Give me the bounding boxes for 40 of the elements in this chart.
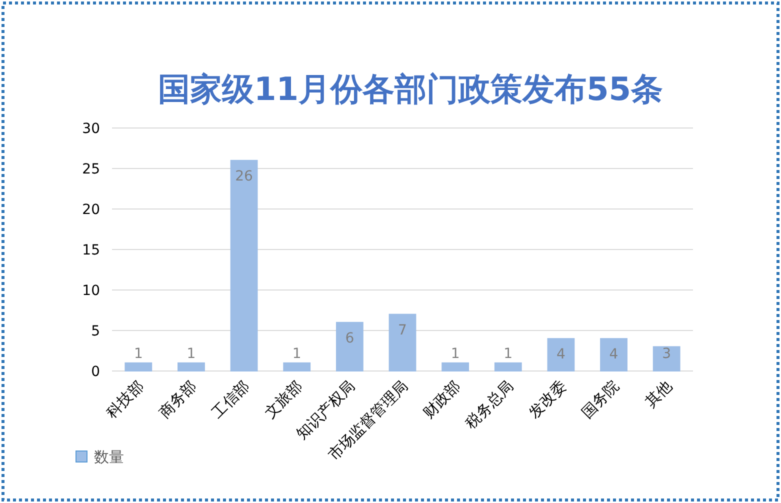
bar — [547, 338, 575, 372]
bar — [494, 362, 522, 372]
bar — [230, 160, 258, 372]
data-label: 4 — [556, 346, 566, 363]
x-tick-label: 文旅部 — [261, 377, 306, 422]
data-label: 1 — [134, 346, 143, 362]
bar — [124, 362, 152, 372]
x-tick-label: 国务院 — [578, 377, 623, 422]
bar — [388, 314, 416, 372]
data-label: 1 — [186, 346, 196, 362]
data-label: 6 — [345, 330, 354, 346]
x-tick-label: 发改委 — [525, 377, 570, 422]
x-tick-label: 科技部 — [102, 377, 148, 422]
data-label: 4 — [609, 346, 618, 363]
y-tick-label: 15 — [82, 242, 100, 258]
chart-title: 国家级11月份各部门政策发布55条 — [158, 70, 664, 108]
data-label: 1 — [292, 346, 302, 362]
bar — [442, 362, 470, 372]
bar — [600, 338, 628, 372]
data-label: 1 — [450, 346, 460, 362]
y-tick-label: 30 — [82, 121, 100, 137]
data-label: 26 — [235, 168, 254, 184]
y-tick-label: 0 — [91, 364, 100, 380]
y-tick-label: 10 — [82, 283, 100, 299]
bar — [178, 362, 205, 372]
legend-label: 数量 — [94, 448, 124, 466]
x-tick-label: 工信部 — [208, 377, 253, 422]
data-label: 7 — [398, 322, 407, 338]
data-label: 1 — [504, 346, 513, 362]
y-tick-label: 20 — [82, 202, 100, 218]
x-tick-label: 税务总局 — [462, 377, 517, 432]
x-tick-label: 其他 — [641, 377, 676, 412]
bar — [336, 322, 364, 372]
y-tick-label: 5 — [91, 324, 100, 340]
x-tick-label: 财政部 — [420, 377, 464, 422]
x-tick-label: 商务部 — [156, 377, 200, 422]
data-label: 3 — [662, 346, 672, 362]
y-tick-label: 25 — [82, 162, 100, 178]
bar — [652, 346, 680, 372]
bar — [283, 362, 311, 372]
